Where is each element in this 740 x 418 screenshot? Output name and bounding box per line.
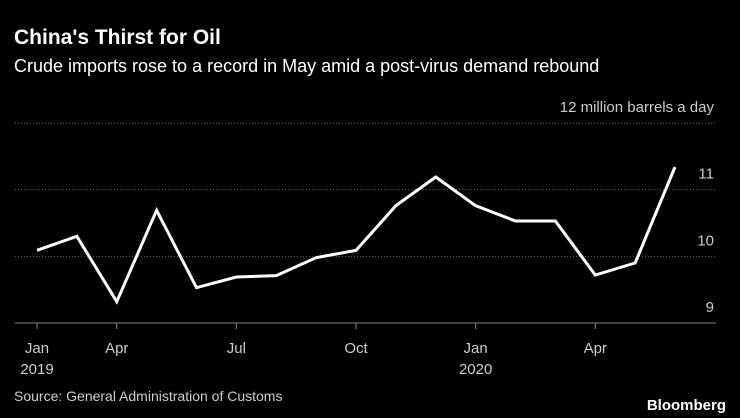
x-tick-label: Jan <box>464 340 488 357</box>
x-tick-label: Oct <box>344 340 368 357</box>
chart-subtitle: Crude imports rose to a record in May am… <box>14 56 599 76</box>
x-tick-label: Apr <box>105 340 128 357</box>
x-tick-label: Apr <box>584 340 607 357</box>
x-year-label: 2020 <box>459 361 492 378</box>
y-tick-label: 12 million barrels a day <box>560 99 715 116</box>
x-year-label: 2019 <box>20 361 53 378</box>
y-tick-label: 9 <box>706 299 714 316</box>
line-series <box>36 166 677 305</box>
y-tick-label: 11 <box>698 166 714 183</box>
source: Source: General Administration of Custom… <box>14 388 282 404</box>
x-tick-label: Jul <box>227 340 246 357</box>
brand: Bloomberg <box>647 397 726 414</box>
x-tick-label: Jan <box>25 340 49 357</box>
y-tick-label: 10 <box>697 232 714 249</box>
chart-title: China's Thirst for Oil <box>14 26 221 49</box>
